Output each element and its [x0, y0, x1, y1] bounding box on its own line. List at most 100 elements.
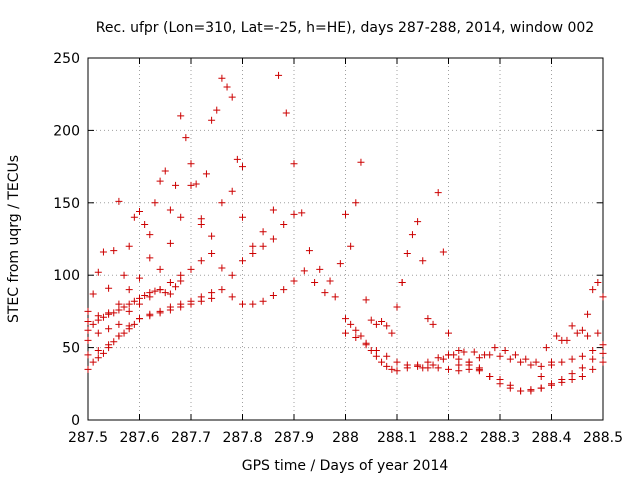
data-point	[321, 289, 329, 297]
data-point	[326, 277, 334, 285]
data-point	[166, 278, 174, 286]
data-point	[141, 291, 149, 299]
data-point	[239, 213, 246, 221]
data-point	[99, 349, 107, 357]
data-point	[455, 361, 463, 369]
data-point	[352, 333, 360, 341]
data-point	[172, 283, 180, 291]
data-point	[501, 346, 509, 354]
data-point	[470, 348, 478, 356]
data-point	[403, 249, 411, 257]
data-points	[84, 71, 607, 395]
data-point	[105, 310, 113, 318]
data-point	[563, 336, 571, 344]
y-axis-ticks: 0 50 100 150 200 250	[53, 51, 603, 429]
data-point	[249, 249, 257, 257]
data-point	[290, 160, 298, 168]
data-point	[311, 278, 319, 286]
data-point	[187, 160, 195, 168]
data-point	[105, 344, 113, 352]
data-point	[110, 338, 118, 346]
data-point	[537, 373, 545, 381]
data-point	[187, 181, 195, 189]
data-point	[506, 355, 514, 363]
data-point	[146, 254, 154, 262]
data-point	[166, 290, 174, 298]
data-point	[589, 365, 597, 373]
data-point	[166, 206, 174, 214]
data-point	[573, 329, 581, 337]
series-early-high-arc	[84, 74, 246, 315]
data-point	[362, 341, 370, 349]
data-point	[522, 355, 530, 363]
data-point	[589, 286, 597, 294]
data-point	[424, 315, 432, 323]
data-point	[125, 300, 133, 308]
data-point	[202, 170, 210, 178]
data-point	[156, 177, 164, 185]
data-point	[419, 364, 427, 372]
data-point	[99, 248, 107, 256]
data-point	[259, 242, 267, 250]
series-post-288-upper	[398, 189, 447, 328]
data-point	[89, 290, 97, 298]
data-point	[475, 367, 483, 375]
data-point	[336, 260, 344, 268]
data-point	[460, 348, 468, 356]
data-point	[465, 358, 473, 366]
data-point	[584, 332, 592, 340]
data-point	[393, 367, 401, 375]
data-point	[197, 297, 205, 305]
data-point	[239, 257, 246, 265]
data-point	[357, 158, 365, 166]
data-point	[511, 351, 519, 359]
data-point	[161, 289, 169, 297]
data-point	[352, 326, 360, 334]
series-descending-after-288	[342, 158, 406, 337]
data-point	[110, 309, 118, 317]
data-point	[542, 344, 550, 352]
data-point	[282, 109, 290, 117]
data-point	[151, 199, 159, 207]
data-point	[115, 306, 123, 314]
data-point	[599, 349, 607, 357]
data-point	[192, 180, 200, 188]
data-point	[378, 358, 386, 366]
data-point	[228, 93, 236, 101]
data-point	[558, 375, 566, 383]
x-tick-label: 287.7	[171, 430, 211, 446]
y-tick-label: 0	[71, 413, 80, 429]
data-point	[218, 74, 226, 82]
data-point	[177, 303, 185, 311]
data-point	[239, 300, 246, 308]
data-point	[187, 265, 195, 273]
data-point	[517, 387, 525, 395]
data-point	[197, 221, 205, 229]
y-tick-label: 100	[53, 268, 80, 284]
data-point	[388, 329, 396, 337]
y-tick-label: 200	[53, 123, 80, 139]
data-point	[439, 248, 447, 256]
data-point	[589, 346, 597, 354]
data-point	[84, 307, 92, 315]
data-point	[269, 291, 277, 299]
data-point	[136, 294, 143, 302]
y-tick-label: 50	[62, 341, 80, 357]
data-point	[599, 293, 607, 301]
data-point	[94, 316, 102, 324]
data-point	[331, 293, 339, 301]
y-axis-label: STEC from uqrg / TECUs	[6, 155, 22, 323]
data-point	[553, 332, 561, 340]
data-point	[568, 322, 576, 330]
data-point	[99, 313, 107, 321]
series-early-mid-arc	[84, 181, 277, 326]
data-point	[228, 293, 236, 301]
data-point	[578, 352, 586, 360]
x-tick-label: 287.8	[222, 430, 262, 446]
grid	[88, 58, 603, 420]
data-point	[429, 361, 437, 369]
data-point	[177, 112, 185, 120]
data-point	[578, 326, 586, 334]
data-point	[94, 354, 102, 362]
data-point	[290, 277, 298, 285]
